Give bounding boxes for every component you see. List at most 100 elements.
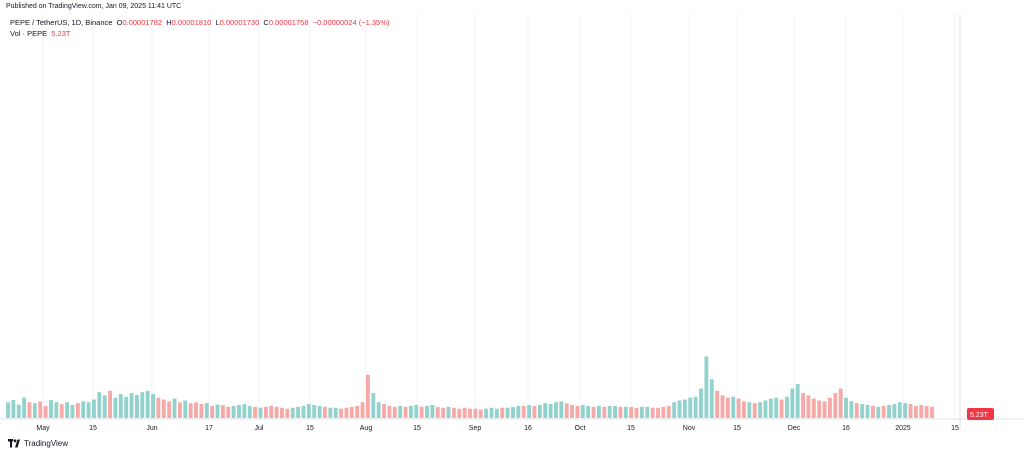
volume-bar (365, 374, 370, 418)
volume-bar (247, 405, 252, 418)
volume-bar (500, 407, 505, 418)
ohlc-l-value: 0.00001730 (219, 18, 260, 27)
volume-bar (870, 405, 875, 418)
volume-bar (892, 404, 897, 418)
volume-bar (242, 404, 247, 418)
volume-bar (580, 405, 585, 418)
volume-bar (854, 403, 859, 418)
volume-bar (339, 408, 344, 418)
volume-bar (849, 401, 854, 418)
volume-bar (6, 402, 10, 418)
volume-bar (865, 405, 870, 418)
volume-bar (323, 406, 327, 418)
volume-bar (844, 397, 848, 418)
volume-bar (548, 404, 553, 418)
volume-bar (795, 383, 800, 418)
volume-bar (677, 400, 682, 418)
volume-bar (371, 393, 376, 418)
volume-bar (296, 406, 301, 418)
volume-bar (779, 399, 784, 418)
volume-bar (817, 400, 822, 418)
volume-bar (672, 402, 677, 418)
volume-bar (516, 405, 521, 418)
volume-bar (376, 402, 381, 418)
volume-bar (758, 402, 763, 418)
volume-bar (49, 399, 53, 418)
volume-bar (505, 407, 510, 418)
volume-bar (908, 404, 913, 418)
time-tick-label: May (36, 425, 50, 432)
volume-bar (167, 401, 172, 418)
volume-bar (215, 404, 220, 418)
volume-bar (785, 396, 789, 418)
volume-bar (666, 405, 671, 418)
volume-bar (876, 406, 881, 418)
volume-bar (736, 398, 741, 418)
tradingview-footer[interactable]: TradingView (8, 439, 68, 448)
volume-bar (258, 407, 263, 418)
tradingview-brand: TradingView (24, 439, 69, 448)
volume-bar (430, 405, 435, 418)
ohlc-h-value: 0.00001810 (171, 18, 212, 27)
volume-bars (6, 356, 934, 418)
time-tick-label: 16 (842, 425, 850, 432)
volume-bar (919, 405, 924, 418)
symbol-name: PEPE / TetherUS, 1D, Binance (10, 18, 113, 27)
volume-bar (833, 393, 838, 418)
time-tick-label: Nov (683, 425, 696, 432)
volume-bar (494, 408, 499, 418)
volume-bar (188, 403, 193, 418)
volume-bar (172, 398, 177, 418)
tradingview-logo-icon (8, 439, 20, 448)
volume-bar (204, 403, 209, 418)
volume-bar (360, 402, 365, 418)
volume-bar (231, 405, 236, 418)
volume-bar (161, 399, 166, 418)
volume-bar (742, 401, 746, 418)
volume-bar (451, 407, 456, 418)
volume-bar (59, 404, 64, 418)
volume-bar (177, 402, 182, 418)
volume-bar (720, 395, 725, 418)
volume-bar (634, 407, 639, 418)
volume-bar (70, 405, 75, 418)
volume-bar (774, 397, 779, 418)
volume-bar (521, 405, 526, 418)
volume-bar (151, 394, 155, 418)
time-tick-label: 17 (205, 425, 213, 432)
volume-bar (237, 405, 241, 418)
volume-bar (38, 401, 43, 418)
volume-bar (97, 392, 102, 418)
volume-bar (263, 406, 268, 418)
volume-bar (382, 404, 386, 418)
time-tick-label: Dec (788, 425, 801, 432)
volume-bar (312, 405, 317, 418)
volume-bar (656, 407, 660, 418)
time-tick-label: 15 (89, 425, 97, 432)
volume-bar (285, 408, 290, 418)
time-tick-label: 15 (306, 425, 314, 432)
time-tick-label: Aug (360, 425, 373, 432)
volume-bar (897, 402, 902, 418)
volume-bar (752, 403, 757, 418)
volume-badge (967, 408, 994, 420)
volume-bar (113, 397, 118, 418)
volume-bar (387, 405, 392, 418)
volume-bar (731, 396, 736, 418)
volume-bar (543, 403, 548, 418)
volume-bar (564, 403, 569, 418)
volume-bar (226, 406, 231, 418)
volume-bar (43, 405, 48, 418)
volume-bar (253, 406, 258, 418)
price-change: −0.00000024 (−1.35%) (312, 18, 390, 27)
volume-bar (199, 404, 204, 418)
volume-bar (403, 406, 408, 418)
volume-bar (688, 397, 693, 418)
time-tick-label: 16 (524, 425, 532, 432)
volume-bar (639, 406, 644, 418)
time-axis-labels: May 15 Jun 17 Jul 15 Aug 15 Sep 16 Oct 15 Nov 15 Dec 16… (36, 425, 959, 432)
volume-bar (81, 401, 86, 418)
volume-bar (129, 393, 134, 418)
